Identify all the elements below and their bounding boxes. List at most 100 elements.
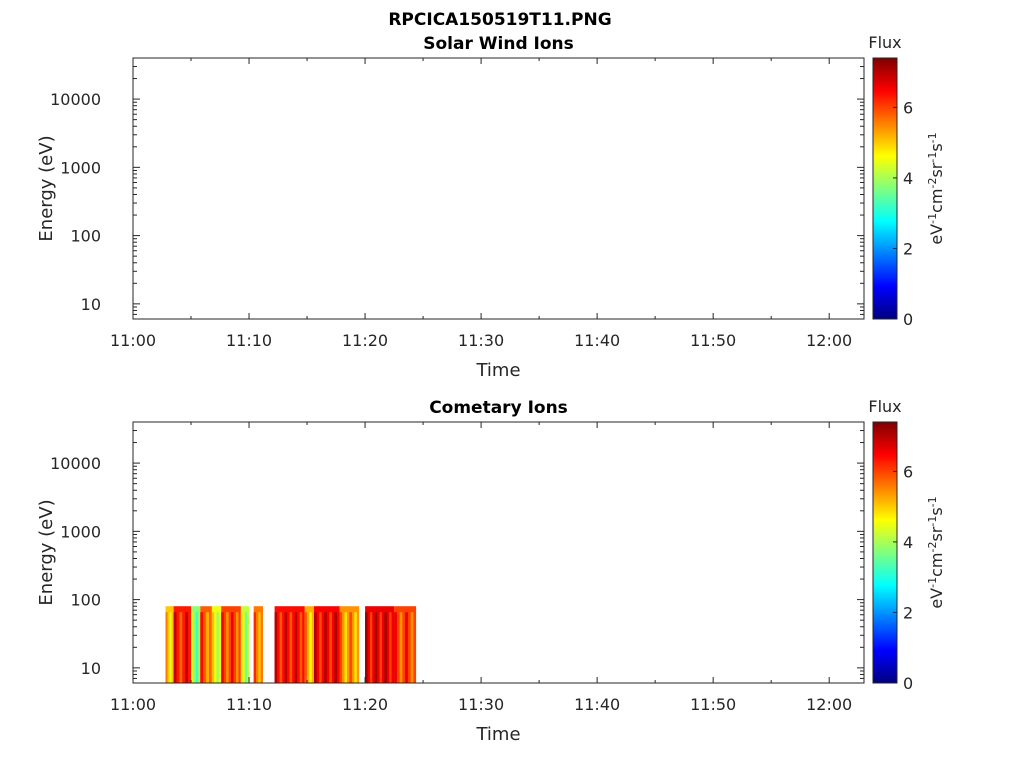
colorbar <box>872 57 898 320</box>
heatmap-stripe <box>319 612 322 683</box>
heatmap-stripe <box>211 612 215 683</box>
heatmap-stripe <box>253 612 256 683</box>
x-tick-label: 11:20 <box>342 331 388 350</box>
heatmap-stripe <box>389 612 392 683</box>
panel-title: Cometary Ions <box>429 398 568 418</box>
y-tick-label: 100 <box>70 227 101 246</box>
heatmap-stripe <box>279 612 283 683</box>
colorbar-title: Flux <box>868 33 901 52</box>
heatmap-stripe <box>200 612 204 683</box>
x-tick-label: 11:10 <box>226 331 272 350</box>
colorbar-unit-label: eV-1cm-2sr-1s-1 <box>926 496 947 608</box>
heatmap-stripe <box>324 612 327 683</box>
heatmap-stripe <box>374 612 378 683</box>
x-tick-label: 11:30 <box>458 331 504 350</box>
y-axis-label: Energy (eV) <box>36 499 57 605</box>
colorbar-tick-label: 6 <box>903 462 913 481</box>
heatmap-stripe <box>354 612 357 683</box>
heatmap-stripe <box>339 612 342 683</box>
colorbar-tick-label: 4 <box>903 169 913 188</box>
figure-title: RPCICA150519T11.PNG <box>388 10 611 30</box>
heatmap-stripe <box>314 612 317 683</box>
colorbar-tick-label: 4 <box>903 533 913 552</box>
heatmap-cell <box>339 606 360 683</box>
heatmap-stripe <box>221 612 224 683</box>
heatmap-data <box>165 606 417 683</box>
x-tick-label: 12:00 <box>806 331 852 350</box>
x-tick-label: 11:00 <box>110 695 156 714</box>
y-tick-label: 10000 <box>50 454 101 473</box>
colorbar-unit-label: eV-1cm-2sr-1s-1 <box>926 132 947 244</box>
solar-wind-panel: 11:00 11:10 11:20 11:30 11:40 11:50 12:00 10 100… <box>36 33 946 381</box>
heatmap-stripe <box>334 612 337 683</box>
heatmap-stripe <box>369 612 373 683</box>
heatmap-stripe <box>405 612 408 683</box>
plot-frame <box>132 57 865 320</box>
y-tick-label: 1000 <box>60 522 101 541</box>
heatmap-stripe <box>329 612 332 683</box>
cometary-panel: 11:00 11:10 11:20 11:30 11:40 11:50 12:00 10 100… <box>36 397 946 745</box>
heatmap-stripe <box>349 612 352 683</box>
x-axis-label: Time <box>475 360 520 381</box>
x-tick-label: 11:50 <box>690 695 736 714</box>
x-tick-label: 12:00 <box>806 695 852 714</box>
heatmap-stripe <box>169 612 172 683</box>
heatmap-stripe <box>284 612 288 683</box>
heatmap-stripe <box>344 612 347 683</box>
x-tick-label: 11:30 <box>458 695 504 714</box>
heatmap-cell <box>191 606 201 683</box>
heatmap-stripe <box>173 612 177 683</box>
heatmap-stripe <box>231 612 234 683</box>
x-tick-label: 11:40 <box>574 695 620 714</box>
panel-title: Solar Wind Ions <box>423 34 574 54</box>
heatmap-cell <box>240 606 249 683</box>
heatmap-stripe <box>294 612 298 683</box>
heatmap-stripe <box>309 612 312 683</box>
x-tick-label: 11:10 <box>226 695 272 714</box>
y-tick-label: 10 <box>81 295 101 314</box>
x-tick-label: 11:50 <box>690 331 736 350</box>
y-axis-label: Energy (eV) <box>36 135 57 241</box>
heatmap-stripe <box>236 612 239 683</box>
heatmap-stripe <box>379 612 382 683</box>
heatmap-stripe <box>299 612 303 683</box>
x-tick-label: 11:00 <box>110 331 156 350</box>
colorbar-tick-label: 0 <box>903 310 913 329</box>
y-tick-label: 100 <box>70 591 101 610</box>
heatmap-stripe <box>179 612 183 683</box>
heatmap-stripe <box>394 612 397 683</box>
heatmap-stripe <box>226 612 229 683</box>
heatmap-stripe <box>274 612 278 683</box>
heatmap-stripe <box>304 612 307 683</box>
heatmap-stripe <box>165 612 168 683</box>
heatmap-stripe <box>195 612 198 683</box>
x-axis-label: Time <box>475 724 520 745</box>
y-tick-label: 10000 <box>50 90 101 109</box>
heatmap-stripe <box>365 612 368 683</box>
heatmap-stripe <box>245 612 247 683</box>
colorbar-tick-label: 2 <box>903 239 913 258</box>
heatmap-stripe <box>216 612 219 683</box>
heatmap-stripe <box>185 612 189 683</box>
y-tick-label: 1000 <box>60 158 101 177</box>
colorbar <box>872 421 898 684</box>
x-tick-label: 11:40 <box>574 331 620 350</box>
heatmap-stripe <box>384 612 387 683</box>
heatmap-stripe <box>191 612 194 683</box>
heatmap-stripe <box>206 612 209 683</box>
y-tick-label: 10 <box>81 659 101 678</box>
plot-frame <box>132 421 865 684</box>
colorbar-tick-label: 2 <box>903 603 913 622</box>
heatmap-stripe <box>289 612 293 683</box>
heatmap-stripe <box>399 612 403 683</box>
x-tick-label: 11:20 <box>342 695 388 714</box>
plot-area <box>133 58 864 319</box>
heatmap-stripe <box>410 612 414 683</box>
heatmap-stripe <box>258 612 261 683</box>
heatmap-stripe <box>240 612 243 683</box>
heatmap-cell <box>304 606 314 683</box>
colorbar-tick-label: 6 <box>903 98 913 117</box>
colorbar-title: Flux <box>868 397 901 416</box>
colorbar-tick-label: 0 <box>903 674 913 693</box>
